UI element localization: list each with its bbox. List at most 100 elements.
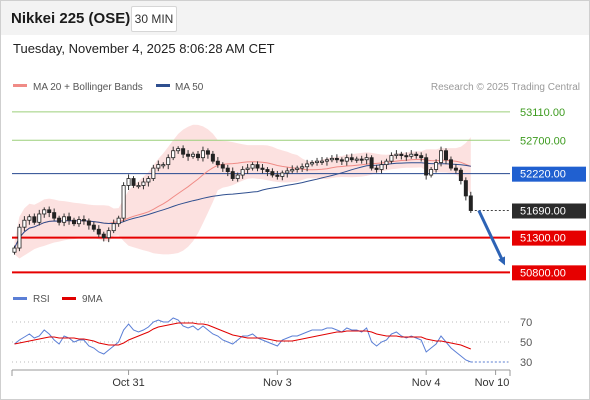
candle-body (181, 148, 186, 155)
candle-body (260, 167, 265, 170)
rsi-tick-label-2: 30 (520, 357, 532, 369)
candle-body (448, 159, 453, 169)
x-tick-label-1: Nov 3 (263, 377, 292, 389)
level-label-1: 52700.00 (520, 135, 566, 147)
candle-body (72, 219, 77, 225)
rsi-panel: 70 50 30 (12, 317, 532, 369)
candle-body (324, 159, 329, 162)
level-labels: 53110.00 52700.00 52220.00 51690.00 51300.00… (512, 107, 586, 281)
level-label-2: 52220.00 (520, 169, 566, 181)
candle-body (315, 160, 320, 163)
candle-body (22, 219, 27, 228)
candle-body (434, 162, 439, 170)
candle-body (126, 178, 131, 186)
candle-body (349, 157, 354, 161)
forecast-arrow (477, 209, 504, 261)
candle-body (205, 150, 210, 155)
candle-body (141, 181, 146, 186)
candle-body (290, 169, 295, 172)
candle-body (339, 159, 344, 162)
level-label-box-3 (512, 203, 586, 219)
level-label-3: 51690.00 (520, 206, 566, 218)
candle-body (47, 209, 52, 213)
candle-body (285, 170, 290, 174)
candle-body (166, 157, 171, 166)
legend-swatch-rsi-ma (62, 297, 76, 300)
level-label-box-4 (512, 230, 586, 246)
legend-swatch-ma50 (156, 84, 170, 87)
candle-body (67, 216, 72, 221)
candle-body (300, 166, 305, 169)
candle-body (240, 169, 245, 176)
candle-body (121, 185, 126, 219)
level-lines (12, 111, 510, 274)
candle-body (96, 228, 101, 235)
rsi-ma-line (14, 322, 471, 350)
candle-body (191, 153, 196, 157)
candles (12, 145, 473, 255)
candle-body (76, 219, 81, 225)
candle-body (215, 160, 220, 166)
candle-body (131, 178, 136, 186)
candle-body (106, 230, 111, 239)
candle-body (359, 158, 364, 161)
candle-body (429, 169, 434, 176)
candle-body (230, 171, 235, 179)
candle-body (265, 169, 270, 172)
candle-body (458, 169, 463, 182)
candle-body (57, 217, 62, 223)
candle-body (111, 223, 116, 232)
legend-label-rsi-ma: 9MA (82, 294, 103, 305)
candle-body (468, 195, 473, 211)
candle-body (414, 153, 419, 156)
candle-body (453, 167, 458, 171)
candle-body (81, 219, 86, 222)
candle-body (146, 178, 151, 183)
legend-swatch-ma20 (13, 84, 27, 87)
candle-body (439, 150, 444, 163)
timeframe-button[interactable]: 30 MIN (131, 6, 177, 32)
candle-body (86, 220, 91, 226)
page-title: Nikkei 225 (OSE) (11, 10, 131, 27)
candle-body (404, 155, 409, 158)
rsi-line (14, 317, 471, 363)
candle-body (12, 247, 17, 253)
level-label-4: 51300.00 (520, 233, 566, 245)
candle-body (91, 224, 96, 230)
x-tick-label-0: Oct 31 (112, 377, 144, 389)
legend-label-ma50: MA 50 (175, 82, 204, 93)
candle-body (364, 157, 369, 161)
candle-body (310, 162, 315, 165)
candle-body (369, 157, 374, 169)
legend-label-rsi: RSI (33, 294, 50, 305)
header-bar (1, 1, 589, 35)
candle-body (319, 160, 324, 163)
candle-body (334, 157, 339, 161)
level-label-box-5 (512, 265, 586, 281)
candle-body (305, 163, 310, 168)
candle-body (220, 164, 225, 169)
candle-body (379, 164, 384, 170)
candle-body (176, 148, 181, 152)
level-label-0: 53110.00 (520, 107, 565, 119)
candle-body (409, 153, 414, 157)
candle-body (101, 233, 106, 239)
candle-body (136, 185, 141, 188)
candle-body (250, 164, 255, 169)
candle-body (374, 167, 379, 170)
rsi-tick-label-1: 50 (520, 337, 532, 349)
candle-body (116, 217, 121, 225)
forecast-arrowhead (498, 256, 505, 266)
legend-label-ma20: MA 20 + Bollinger Bands (33, 82, 143, 93)
candle-body (27, 216, 32, 221)
candle-body (270, 171, 275, 176)
candle-body (151, 167, 156, 179)
candle-body (424, 157, 429, 176)
legend-swatch-rsi (13, 297, 27, 300)
candle-body (275, 174, 280, 177)
candle-body (32, 216, 37, 223)
candle-body (295, 167, 300, 170)
candle-body (344, 157, 349, 162)
timestamp-text: Tuesday, November 4, 2025 8:06:28 AM CET (13, 41, 275, 56)
